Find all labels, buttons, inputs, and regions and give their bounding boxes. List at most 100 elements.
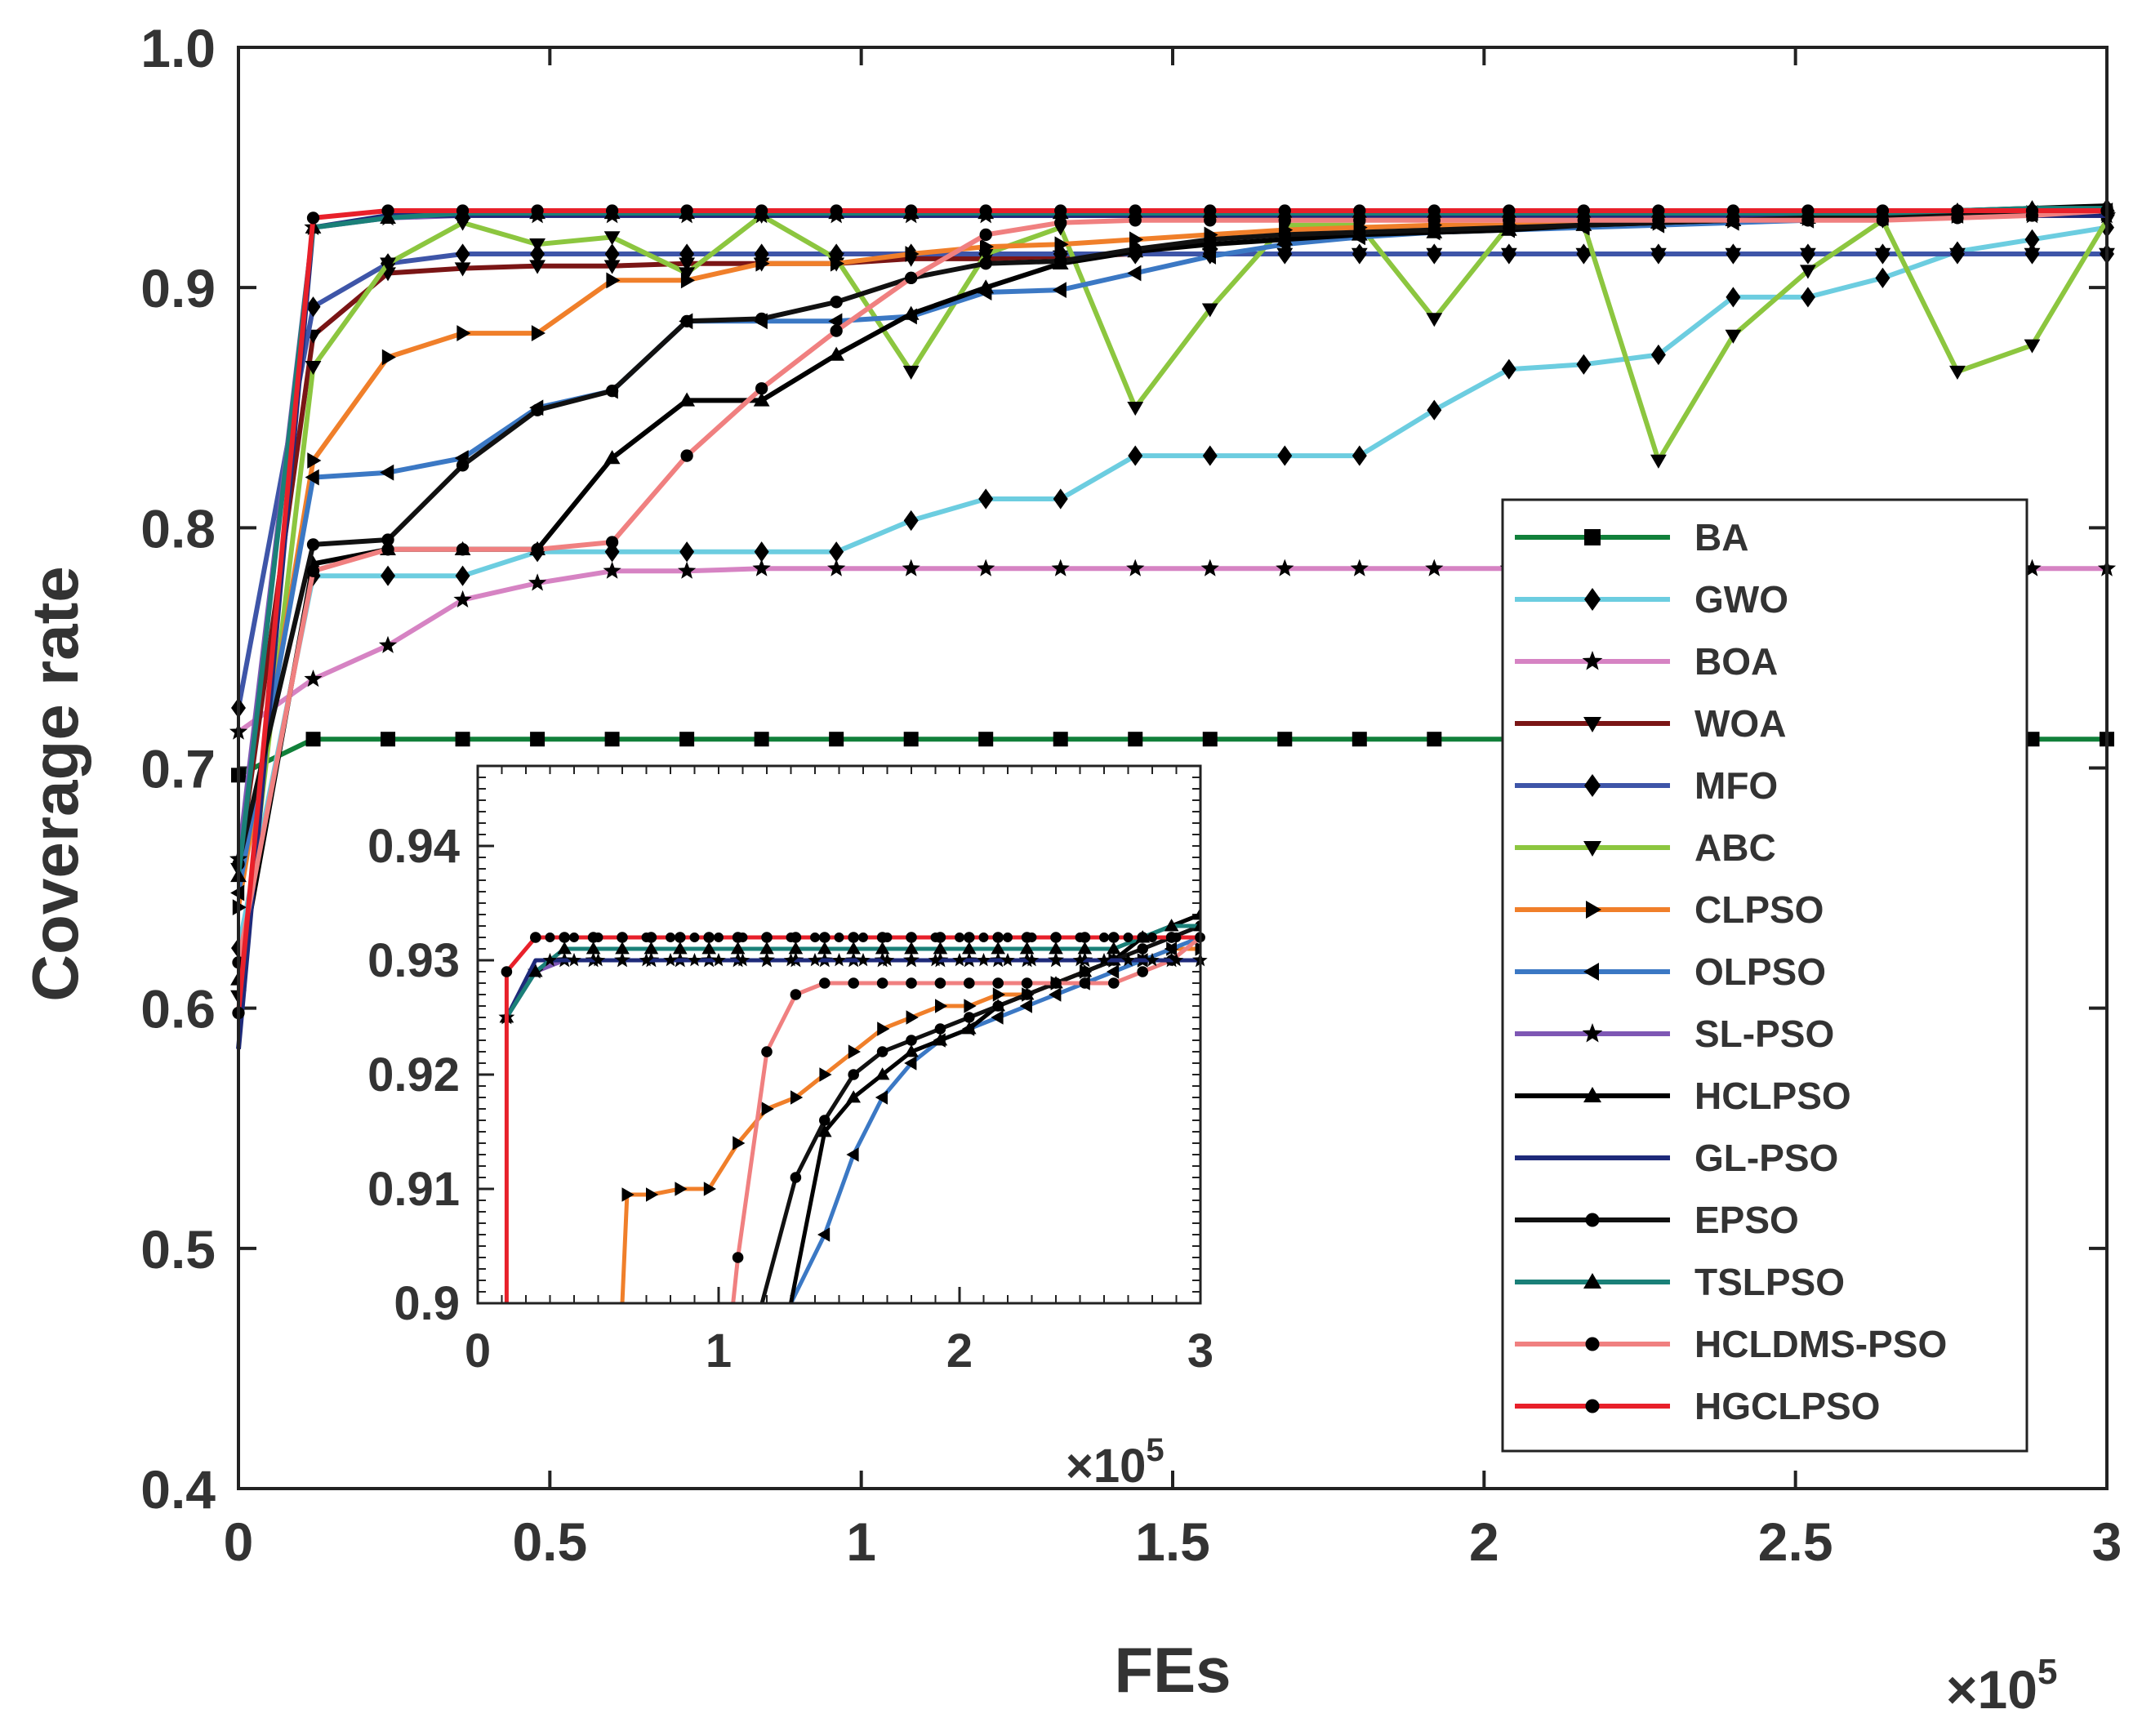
inset-data-point-hgclpso (930, 933, 941, 942)
inset-data-point-sl-pso (1024, 952, 1040, 967)
inset-data-point-hgclpso (1099, 933, 1109, 942)
data-point-ba (754, 732, 769, 747)
inset-data-point-clpso (621, 1187, 635, 1202)
inset-data-point-hgclpso (992, 932, 1004, 943)
data-point-hcldms-pso (1204, 214, 1217, 227)
inset-data-point-hgclpso (955, 933, 964, 942)
legend-marker (1586, 901, 1601, 919)
data-point-boa (304, 670, 323, 688)
data-point-gwo (829, 541, 844, 563)
inset-data-point-sl-pso (831, 952, 847, 967)
x-tick-label: 2.5 (1758, 1511, 1833, 1572)
inset-data-point-sl-pso (808, 952, 822, 967)
data-point-ba (978, 732, 994, 747)
legend-label: WOA (1694, 702, 1786, 745)
data-point-epso (306, 538, 320, 551)
data-point-gwo (679, 541, 695, 563)
series-hgclpso (232, 204, 2113, 1020)
inset-data-point-tslpso (875, 941, 890, 955)
inset-data-point-hgclpso (1108, 932, 1120, 943)
data-point-hgclpso (1876, 204, 1890, 217)
data-point-gwo (754, 541, 769, 563)
data-point-epso (531, 403, 544, 416)
inset-data-point-hgclpso (1123, 933, 1133, 942)
inset-data-point-hgclpso (689, 933, 700, 942)
data-point-hcldms-pso (456, 543, 470, 556)
data-point-clpso (456, 325, 471, 341)
data-point-boa (378, 635, 398, 653)
inset-data-point-clpso (675, 1182, 688, 1196)
inset-data-point-hcldms-pso (992, 977, 1004, 989)
inset-data-point-clpso (935, 999, 948, 1013)
data-point-boa (453, 590, 472, 608)
inset-data-point-epso (876, 1046, 888, 1057)
data-point-hcldms-pso (755, 382, 768, 395)
main-plot-frame (237, 46, 2109, 1490)
x-tick-label: 0.5 (512, 1511, 587, 1572)
data-point-olpso (1052, 282, 1067, 299)
legend-item-ba: BA (1515, 516, 1748, 559)
legend-item-abc: ABC (1515, 826, 1776, 869)
data-point-boa (977, 559, 995, 576)
y-tick-label: 0.8 (140, 498, 216, 559)
legend-item-gwo: GWO (1515, 578, 1788, 621)
data-point-abc (1650, 454, 1667, 469)
inset-data-point-hclpso (962, 1022, 977, 1035)
data-point-gwo (1053, 488, 1068, 510)
data-point-hgclpso (605, 204, 619, 217)
inset-data-point-hgclpso (666, 933, 675, 942)
inset-data-point-olpso (1019, 999, 1032, 1013)
inset-dense-markers-hgclpso (545, 933, 1205, 942)
inset-data-point-epso (790, 1172, 802, 1183)
inset-x-tick-label: 2 (946, 1324, 973, 1378)
data-point-hgclpso (306, 211, 320, 225)
data-point-woa (603, 260, 621, 274)
legend-item-epso: EPSO (1515, 1199, 1799, 1241)
inset-data-point-sl-pso (663, 952, 678, 967)
legend-label: OLPSO (1694, 950, 1826, 993)
data-point-hcldms-pso (1054, 216, 1067, 229)
data-point-boa (2023, 559, 2042, 576)
data-point-boa (1276, 559, 1294, 576)
legend-item-sl-pso: SL-PSO (1515, 1013, 1834, 1055)
inset-data-point-tslpso (643, 941, 659, 955)
inset-data-point-hclpso (875, 1067, 890, 1080)
inset-data-point-tslpso (615, 941, 630, 955)
data-point-hgclpso (1577, 204, 1591, 217)
inset-data-point-clpso (992, 987, 1005, 1002)
inset-plot-frame (476, 764, 1202, 1305)
inset-data-point-sl-pso (759, 952, 774, 967)
data-point-abc (603, 231, 621, 246)
data-point-ba (903, 732, 919, 747)
inset-series-tslpso (499, 919, 1200, 1023)
data-point-hclpso (977, 279, 995, 294)
data-point-hgclpso (1652, 204, 1665, 217)
data-point-ba (381, 732, 396, 747)
data-point-hgclpso (1129, 204, 1142, 217)
inset-data-point-clpso (906, 1010, 919, 1025)
y-tick-label: 0.7 (140, 739, 216, 799)
inset-data-point-clpso (877, 1022, 890, 1036)
inset-tick-labels: 0 1 2 3 0.9 0.91 0.92 0.93 0.94 (367, 820, 1214, 1378)
data-point-hcldms-pso (1278, 214, 1291, 227)
data-point-gwo (381, 565, 396, 586)
legend-item-hgclpso: HGCLPSO (1515, 1385, 1880, 1427)
data-point-olpso (305, 469, 319, 486)
legend-label: HCLPSO (1694, 1075, 1851, 1117)
data-point-mfo (1650, 243, 1666, 265)
data-point-mfo (604, 243, 620, 265)
inset-data-point-epso (1079, 966, 1091, 977)
data-point-gwo (1427, 399, 1442, 421)
inset-data-point-hcldms-pso (876, 977, 888, 989)
data-point-gwo (1875, 267, 1890, 288)
inset-data-point-sl-pso (542, 952, 558, 967)
inset-data-point-hcldms-pso (848, 977, 859, 989)
inset-data-point-hgclpso (559, 932, 570, 943)
legend-item-hclpso: HCLPSO (1515, 1075, 1851, 1117)
inset-data-point-hgclpso (858, 933, 868, 942)
legend-item-woa: WOA (1515, 702, 1786, 745)
legend-label: TSLPSO (1694, 1261, 1845, 1303)
data-point-gwo (1202, 445, 1218, 466)
inset-data-point-hgclpso (819, 932, 831, 943)
